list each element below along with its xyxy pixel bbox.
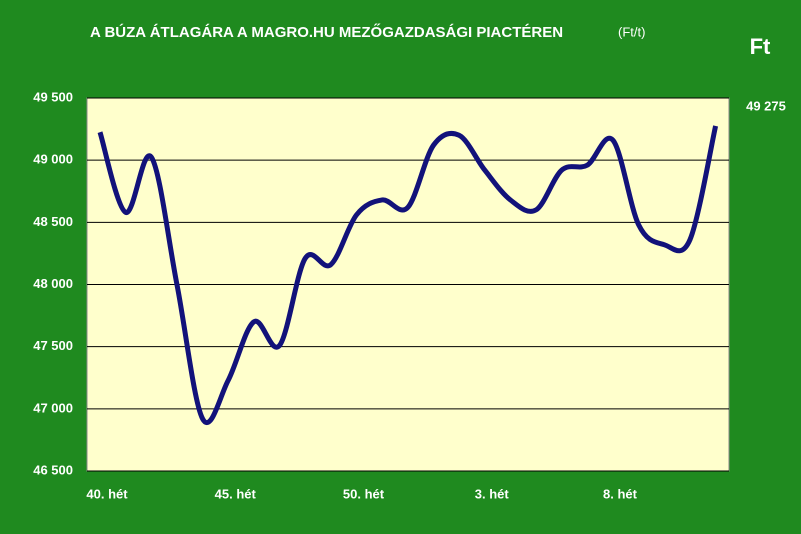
x-tick-label: 45. hét — [215, 486, 257, 501]
x-tick-label: 8. hét — [603, 486, 638, 501]
y-tick-label: 49 500 — [33, 89, 73, 104]
y-tick-label: 47 000 — [33, 400, 73, 415]
x-tick-label: 50. hét — [343, 486, 385, 501]
y-tick-label: 47 500 — [33, 338, 73, 353]
y-tick-label: 46 500 — [33, 462, 73, 477]
title-unit: (Ft/t) — [618, 24, 645, 39]
data-label: 49 275 — [746, 98, 786, 113]
data-line — [97, 125, 719, 425]
y-tick-label: 48 000 — [33, 276, 73, 291]
chart-title: A BÚZA ÁTLAGÁRA A MAGRO.HU MEZŐGAZDASÁGI… — [90, 23, 563, 41]
unit-label: Ft — [750, 34, 771, 59]
y-tick-label: 48 500 — [33, 214, 73, 229]
x-tick-label: 3. hét — [475, 486, 510, 501]
x-tick-label: 40. hét — [86, 486, 128, 501]
y-tick-label: 49 000 — [33, 152, 73, 167]
